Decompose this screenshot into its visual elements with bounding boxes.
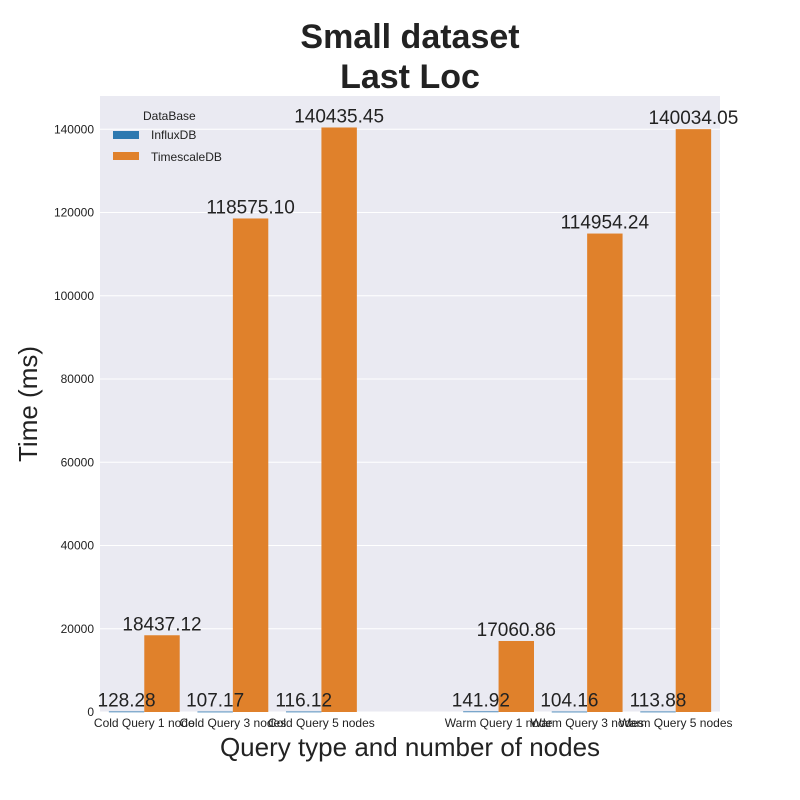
bar-labels: 128.28 18437.12 107.17 118575.10 116.12 14043…: [98, 106, 739, 711]
bars: [108, 127, 712, 713]
bar-value-label: 104.16: [540, 691, 598, 712]
legend-title: DataBase: [143, 109, 196, 123]
chart-title-line-2: Last Loc: [340, 58, 480, 96]
x-tick-label: Cold Query 5 nodes: [268, 716, 375, 730]
y-tick-label: 0: [87, 705, 94, 719]
bar-timescaledb-6: [675, 129, 712, 712]
y-tick-label: 20000: [61, 622, 95, 636]
bar-value-label: 118575.10: [206, 197, 294, 218]
x-tick-label: Warm Query 3 nodes: [530, 716, 644, 730]
x-tick-label: Warm Query 5 nodes: [619, 716, 733, 730]
legend-swatch-influxdb: [113, 131, 139, 139]
y-tick-label: 80000: [61, 372, 95, 386]
y-tick-label: 100000: [54, 289, 94, 303]
bar-influxdb-4: [463, 711, 499, 713]
bar-value-label: 17060.86: [477, 620, 556, 641]
y-tick-label: 140000: [54, 122, 94, 136]
bar-timescaledb-1: [232, 218, 269, 713]
bar-influxdb-6: [640, 711, 676, 713]
y-tick-label: 120000: [54, 206, 94, 220]
bar-value-label: 141.92: [452, 690, 510, 711]
x-axis-label: Query type and number of nodes: [220, 732, 600, 762]
bar-value-label: 140034.05: [649, 108, 739, 129]
bar-value-label: 128.28: [98, 690, 156, 711]
legend-label-timescaledb: TimescaleDB: [151, 150, 222, 164]
chart-title-line-1: Small dataset: [300, 18, 519, 56]
bar-value-label: 114954.24: [561, 213, 650, 234]
bar-influxdb-1: [197, 711, 233, 713]
x-tick-label: Cold Query 1 node: [94, 716, 195, 730]
legend: DataBase InfluxDB TimescaleDB: [113, 109, 222, 164]
y-axis-label: Time (ms): [13, 346, 43, 462]
legend-swatch-timescaledb: [113, 152, 139, 160]
bar-timescaledb-0: [144, 635, 180, 712]
bar-timescaledb-2: [321, 127, 357, 713]
x-tick-label: Cold Query 3 nodes: [179, 716, 286, 730]
bar-value-label: 107.17: [186, 691, 244, 712]
bar-timescaledb-5: [587, 233, 623, 712]
bar-value-label: 18437.12: [122, 614, 201, 635]
bar-influxdb-5: [551, 711, 588, 713]
x-tick-label: Warm Query 1 node: [445, 716, 553, 730]
legend-label-influxdb: InfluxDB: [151, 128, 196, 142]
bar-value-label: 140435.45: [294, 106, 384, 127]
bar-influxdb-2: [286, 711, 322, 713]
y-tick-label: 60000: [61, 455, 95, 469]
bar-timescaledb-4: [498, 640, 534, 712]
bar-value-label: 113.88: [630, 691, 687, 712]
y-axis-ticks: 0 20000 40000 60000 80000 100000 120000 140000: [54, 122, 94, 719]
bar-value-label: 116.12: [275, 691, 332, 712]
y-tick-label: 40000: [61, 539, 95, 553]
bar-influxdb-0: [108, 711, 145, 713]
